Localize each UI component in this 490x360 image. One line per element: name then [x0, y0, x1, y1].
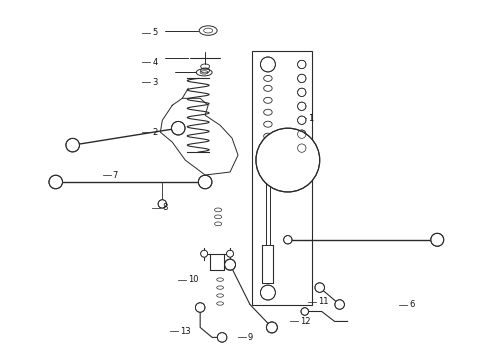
- Text: 2: 2: [152, 128, 158, 137]
- Circle shape: [335, 300, 344, 309]
- Circle shape: [272, 144, 304, 176]
- Circle shape: [300, 90, 304, 94]
- Circle shape: [265, 61, 271, 68]
- Text: 6: 6: [409, 300, 415, 309]
- Circle shape: [49, 175, 63, 189]
- Circle shape: [297, 74, 306, 82]
- Circle shape: [318, 285, 322, 290]
- Text: 7: 7: [113, 171, 118, 180]
- Circle shape: [220, 335, 224, 339]
- Circle shape: [175, 125, 181, 131]
- Circle shape: [256, 128, 319, 192]
- Circle shape: [196, 303, 205, 312]
- Circle shape: [224, 259, 236, 270]
- Circle shape: [202, 179, 208, 185]
- Circle shape: [198, 175, 212, 189]
- Circle shape: [160, 202, 164, 206]
- Text: 13: 13: [180, 327, 191, 336]
- Text: 8: 8: [162, 203, 168, 212]
- Circle shape: [300, 132, 304, 136]
- Circle shape: [198, 305, 202, 310]
- Circle shape: [297, 130, 306, 138]
- Circle shape: [300, 146, 304, 150]
- Circle shape: [300, 62, 304, 67]
- Circle shape: [261, 57, 275, 72]
- Circle shape: [270, 325, 274, 330]
- Circle shape: [267, 322, 277, 333]
- Circle shape: [261, 285, 275, 300]
- Text: 3: 3: [152, 78, 158, 87]
- Circle shape: [315, 283, 324, 292]
- Circle shape: [228, 252, 232, 255]
- Circle shape: [297, 144, 306, 152]
- Text: 11: 11: [318, 297, 328, 306]
- Circle shape: [158, 200, 167, 208]
- Circle shape: [217, 333, 227, 342]
- Circle shape: [434, 237, 440, 243]
- Circle shape: [201, 250, 208, 257]
- Circle shape: [338, 302, 342, 307]
- Circle shape: [52, 179, 59, 185]
- Circle shape: [265, 289, 271, 296]
- Circle shape: [297, 88, 306, 96]
- Circle shape: [300, 118, 304, 122]
- Text: 9: 9: [248, 333, 253, 342]
- Text: 10: 10: [188, 275, 199, 284]
- Circle shape: [297, 102, 306, 111]
- Circle shape: [66, 138, 79, 152]
- Circle shape: [226, 250, 234, 257]
- Circle shape: [70, 142, 76, 148]
- Circle shape: [203, 252, 206, 255]
- Text: 1: 1: [308, 114, 313, 123]
- Circle shape: [172, 121, 185, 135]
- Text: 4: 4: [152, 58, 158, 67]
- Bar: [252, 50, 312, 305]
- Circle shape: [284, 235, 292, 244]
- Circle shape: [286, 238, 290, 242]
- Circle shape: [297, 60, 306, 69]
- Circle shape: [301, 308, 309, 315]
- Circle shape: [300, 104, 304, 108]
- Text: 12: 12: [300, 317, 310, 326]
- Text: 5: 5: [152, 28, 158, 37]
- Circle shape: [227, 262, 233, 267]
- Circle shape: [303, 310, 306, 313]
- Circle shape: [431, 233, 444, 246]
- Circle shape: [297, 116, 306, 125]
- Circle shape: [300, 76, 304, 80]
